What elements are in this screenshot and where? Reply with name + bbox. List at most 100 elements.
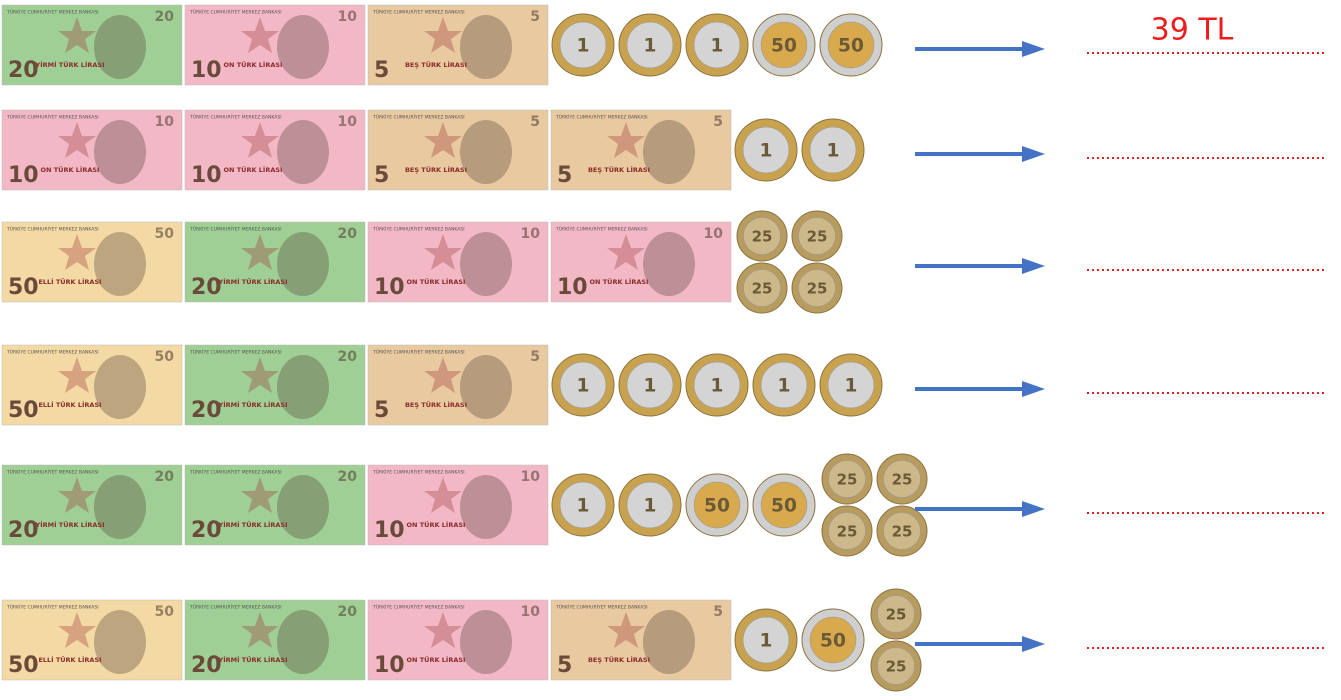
note-portrait <box>94 15 146 79</box>
note-denomination: 20 <box>191 653 222 678</box>
note-denomination: 20 <box>191 398 222 423</box>
arrow-head <box>1022 146 1045 162</box>
note-bank: TÜRKİYE CUMHURİYET MERKEZ BANKASI <box>189 349 282 356</box>
note-denomination: 10 <box>374 518 405 543</box>
coin-value: 1 <box>711 36 724 57</box>
note-word: YİRMİ TÜRK LİRASI <box>218 277 288 286</box>
note-bank: TÜRKİYE CUMHURİYET MERKEZ BANKASI <box>189 9 282 16</box>
banknote: TÜRKİYE CUMHURİYET MERKEZ BANKASI1010ON … <box>368 465 548 545</box>
coin: 1 <box>686 14 748 76</box>
coin-value: 25 <box>892 523 913 541</box>
note-body <box>368 5 548 85</box>
note-body <box>551 110 731 190</box>
coin-value: 25 <box>837 471 858 489</box>
note-word: YİRMİ TÜRK LİRASI <box>35 60 105 69</box>
banknote: TÜRKİYE CUMHURİYET MERKEZ BANKASI55BEŞ T… <box>368 345 548 425</box>
banknote: TÜRKİYE CUMHURİYET MERKEZ BANKASI1010ON … <box>2 110 182 190</box>
note-bank: TÜRKİYE CUMHURİYET MERKEZ BANKASI <box>555 604 648 611</box>
note-denomination-small: 20 <box>338 349 358 365</box>
note-bank: TÜRKİYE CUMHURİYET MERKEZ BANKASI <box>189 604 282 611</box>
note-bank: TÜRKİYE CUMHURİYET MERKEZ BANKASI <box>6 469 99 476</box>
note-portrait <box>643 120 695 184</box>
coin: 25 <box>822 454 872 504</box>
note-bank: TÜRKİYE CUMHURİYET MERKEZ BANKASI <box>189 469 282 476</box>
note-portrait <box>460 232 512 296</box>
coin-value: 25 <box>752 228 773 246</box>
banknote: TÜRKİYE CUMHURİYET MERKEZ BANKASI1010ON … <box>368 600 548 680</box>
page: TÜRKİYE CUMHURİYET MERKEZ BANKASI2020YİR… <box>0 0 1341 700</box>
note-word: BEŞ TÜRK LİRASI <box>588 655 650 664</box>
note-bank: TÜRKİYE CUMHURİYET MERKEZ BANKASI <box>372 114 465 121</box>
coin: 1 <box>552 474 614 536</box>
coin-value: 25 <box>886 606 907 624</box>
coin: 50 <box>802 609 864 671</box>
note-denomination: 5 <box>374 58 389 83</box>
note-portrait <box>277 610 329 674</box>
coin: 1 <box>686 354 748 416</box>
note-denomination-small: 20 <box>155 469 175 485</box>
note-word: BEŞ TÜRK LİRASI <box>588 165 650 174</box>
coin-value: 1 <box>760 631 773 652</box>
coin: 1 <box>619 354 681 416</box>
note-word: ON TÜRK LİRASI <box>590 277 649 286</box>
note-bank: TÜRKİYE CUMHURİYET MERKEZ BANKASI <box>555 114 648 121</box>
banknote: TÜRKİYE CUMHURİYET MERKEZ BANKASI55BEŞ T… <box>368 110 548 190</box>
coin: 50 <box>820 14 882 76</box>
note-body <box>551 600 731 680</box>
coin-value: 1 <box>711 376 724 397</box>
coin-value: 1 <box>760 141 773 162</box>
note-denomination-small: 10 <box>338 9 358 25</box>
coin-value: 50 <box>771 36 797 57</box>
note-portrait <box>94 120 146 184</box>
coin: 1 <box>735 609 797 671</box>
note-word: YİRMİ TÜRK LİRASI <box>218 520 288 529</box>
note-denomination: 50 <box>8 398 39 423</box>
banknote: TÜRKİYE CUMHURİYET MERKEZ BANKASI2020YİR… <box>2 465 182 545</box>
note-denomination: 10 <box>191 163 222 188</box>
coin-value: 25 <box>752 280 773 298</box>
note-denomination: 5 <box>374 398 389 423</box>
note-denomination: 20 <box>191 275 222 300</box>
banknote: TÜRKİYE CUMHURİYET MERKEZ BANKASI5050ELL… <box>2 600 182 680</box>
note-denomination-small: 5 <box>530 9 540 25</box>
note-portrait <box>460 475 512 539</box>
coin-value: 50 <box>820 631 846 652</box>
banknote: TÜRKİYE CUMHURİYET MERKEZ BANKASI2020YİR… <box>2 5 182 85</box>
note-bank: TÜRKİYE CUMHURİYET MERKEZ BANKASI <box>6 349 99 356</box>
coin-value: 1 <box>577 376 590 397</box>
coin-value: 25 <box>837 523 858 541</box>
banknote: TÜRKİYE CUMHURİYET MERKEZ BANKASI5050ELL… <box>2 222 182 302</box>
note-denomination-small: 10 <box>338 114 358 130</box>
note-denomination-small: 10 <box>521 469 541 485</box>
coin-value: 25 <box>892 471 913 489</box>
note-portrait <box>94 232 146 296</box>
note-denomination: 20 <box>8 518 39 543</box>
coin: 25 <box>871 589 921 639</box>
coin-value: 25 <box>807 280 828 298</box>
note-bank: TÜRKİYE CUMHURİYET MERKEZ BANKASI <box>189 114 282 121</box>
coin: 25 <box>877 454 927 504</box>
note-denomination-small: 10 <box>521 604 541 620</box>
note-denomination: 20 <box>191 518 222 543</box>
coin: 25 <box>871 641 921 691</box>
coin-value: 1 <box>644 36 657 57</box>
banknote: TÜRKİYE CUMHURİYET MERKEZ BANKASI55BEŞ T… <box>368 5 548 85</box>
banknote: TÜRKİYE CUMHURİYET MERKEZ BANKASI1010ON … <box>185 110 365 190</box>
coin-value: 50 <box>704 496 730 517</box>
arrow-head <box>1022 636 1045 652</box>
note-denomination: 50 <box>8 275 39 300</box>
coin: 50 <box>686 474 748 536</box>
note-denomination-small: 5 <box>713 114 723 130</box>
coin: 1 <box>619 474 681 536</box>
note-word: YİRMİ TÜRK LİRASI <box>218 400 288 409</box>
note-denomination-small: 10 <box>155 114 175 130</box>
note-denomination: 20 <box>8 58 39 83</box>
note-denomination-small: 20 <box>338 226 358 242</box>
coin: 50 <box>753 474 815 536</box>
note-portrait <box>643 610 695 674</box>
banknote: TÜRKİYE CUMHURİYET MERKEZ BANKASI2020YİR… <box>185 222 365 302</box>
coin-value: 1 <box>644 376 657 397</box>
note-portrait <box>277 355 329 419</box>
note-bank: TÜRKİYE CUMHURİYET MERKEZ BANKASI <box>6 226 99 233</box>
